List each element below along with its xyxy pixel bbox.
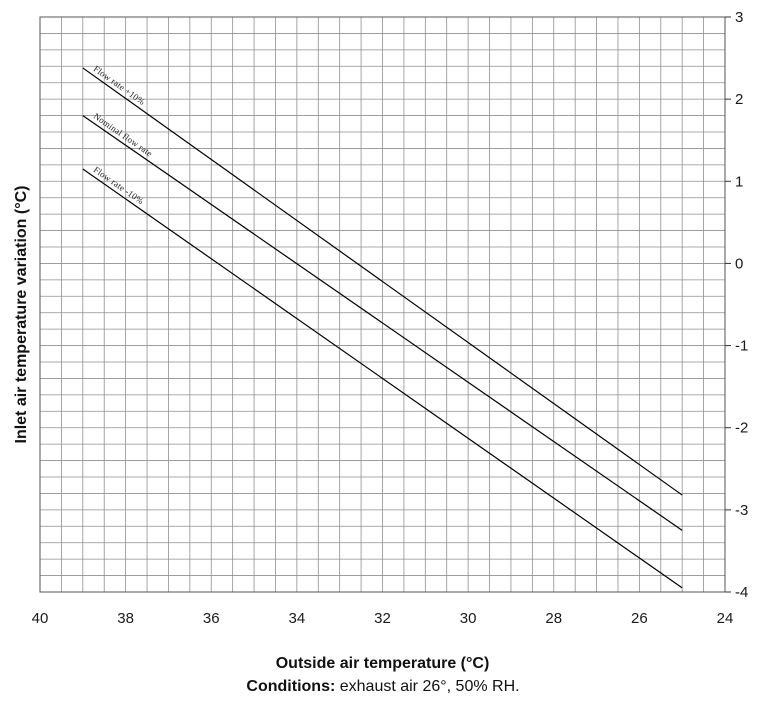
y-tick-labels: 3 2 1 0 -1 -2 -3 -4 (735, 9, 748, 601)
y-tick-label: -2 (735, 420, 748, 437)
series-label-1: Flow rate +10% (92, 64, 148, 108)
x-tick-label: 28 (545, 610, 562, 627)
series-lines (82, 67, 683, 589)
x-tick-label: 24 (717, 610, 734, 627)
x-tick-label: 30 (460, 610, 477, 627)
conditions-caption: Conditions: exhaust air 26°, 50% RH. (0, 678, 766, 696)
series-label-3: Flow rate -10% (92, 164, 146, 206)
y-tick-label: 1 (735, 173, 743, 190)
y-tick-label: -3 (735, 502, 748, 519)
y-tick-label: -4 (735, 584, 748, 601)
x-tick-label: 40 (32, 610, 49, 627)
series-line-1 (82, 67, 683, 496)
x-tick-label: 32 (374, 610, 391, 627)
series-labels: Flow rate +10%Nominal flow rate Flow rate… (92, 64, 155, 207)
y-tick-label: 0 (735, 255, 743, 272)
plot-frame (39, 16, 726, 593)
series-label-2: Nominal flow rate (92, 111, 155, 159)
y-tick-label: -1 (735, 338, 748, 355)
x-tick-label: 36 (203, 610, 220, 627)
series-line-2 (82, 115, 683, 531)
y-axis-title: Inlet air temperature variation (°C) (13, 185, 30, 443)
series-line-3 (82, 168, 683, 589)
x-tick-label: 38 (117, 610, 134, 627)
x-tick-labels: 40 38 36 34 32 30 28 26 24 (32, 610, 734, 627)
y-tick-label: 2 (735, 91, 743, 108)
grid (39, 16, 731, 593)
x-tick-label: 26 (631, 610, 648, 627)
x-axis-title: Outside air temperature (°C) (276, 655, 490, 672)
conditions-label: Conditions: (246, 678, 336, 695)
y-tick-label: 3 (735, 9, 743, 26)
x-tick-label: 34 (289, 610, 306, 627)
conditions-text: exhaust air 26°, 50% RH. (335, 678, 520, 695)
